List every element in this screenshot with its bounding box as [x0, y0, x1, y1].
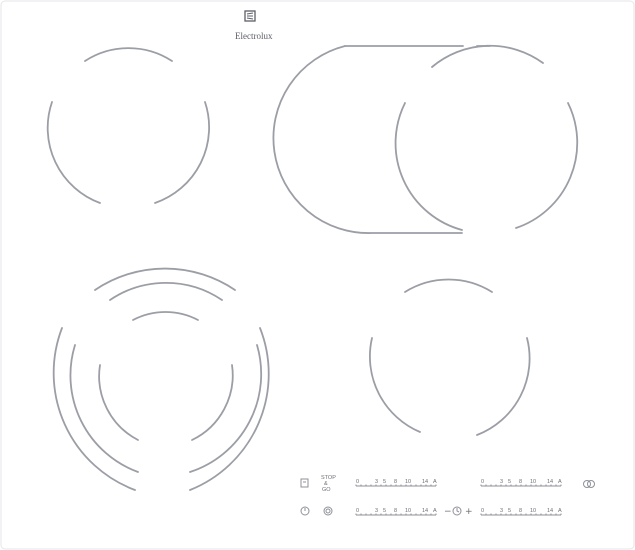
slider-scale-label: 3 [375, 479, 378, 485]
control-panel: STOP & GO 0 3 5 8 10 14 A0 3 5 8 10 14 A0 3 5 8 10 14 A0 3 5… [300, 475, 595, 517]
slider-scale-label: 10 [405, 479, 411, 485]
stop-go-label-1: STOP [321, 475, 336, 481]
stop-and-go-button[interactable]: STOP & GO [321, 475, 336, 493]
timer-controls: − + [444, 506, 473, 517]
power-button[interactable] [300, 506, 310, 516]
slider-rear-left[interactable]: 0 3 5 8 10 14 A [355, 508, 437, 516]
slider-scale-label: A [433, 508, 437, 514]
slider-front-right[interactable]: 0 3 5 8 10 14 A [480, 479, 562, 487]
slider-scale-label: 3 [375, 508, 378, 514]
stop-go-label-2: & [324, 481, 328, 487]
lock-button[interactable] [300, 478, 309, 488]
slider-rear-right[interactable]: 0 3 5 8 10 14 A [480, 508, 562, 516]
cooking-zone-rear-right-oval [272, 44, 579, 234]
slider-scale-label: 5 [508, 508, 511, 514]
slider-scale-label: 8 [394, 479, 397, 485]
slider-scale-label: 14 [547, 508, 553, 514]
slider-scale-label: 14 [422, 479, 428, 485]
power-icon [300, 506, 310, 516]
slider-scale-label: A [558, 508, 562, 514]
timer-plus-button[interactable]: + [465, 507, 473, 517]
slider-scale-label: 0 [356, 479, 359, 485]
stop-go-label-3: GO [322, 487, 331, 493]
clock-icon [452, 506, 462, 516]
slider-scale-label: 0 [481, 508, 484, 514]
slider-scale-label: 3 [500, 479, 503, 485]
timer-minus-button[interactable]: − [444, 507, 452, 517]
timer-button[interactable] [452, 506, 462, 516]
slider-scale-label: A [433, 479, 437, 485]
slider-scale-label: 3 [500, 508, 503, 514]
slider-scale-label: 10 [530, 508, 536, 514]
slider-scale-label: 8 [519, 508, 522, 514]
slider-scale-label: 14 [547, 479, 553, 485]
zone-link-icon [583, 480, 591, 488]
slider-scale-label: 10 [530, 479, 536, 485]
booster-icon [323, 506, 333, 516]
cooking-zone-rear-left [46, 47, 210, 204]
slider-scale-label: 5 [508, 479, 511, 485]
brand-logo: Electrolux [235, 10, 273, 41]
cooking-zone-front-right [369, 278, 531, 436]
slider-scale-label: 8 [394, 508, 397, 514]
slider-scale-label: 5 [383, 479, 386, 485]
booster-button[interactable] [323, 506, 333, 516]
lock-icon [300, 478, 309, 488]
power-sliders: 0 3 5 8 10 14 A0 3 5 8 10 14 A0 3 5 8 10 14 A0 3 5 8 10 14 A [355, 479, 562, 516]
brand-name: Electrolux [235, 31, 273, 41]
watermark: catalog.onliner.by [494, 520, 596, 534]
slider-scale-label: A [558, 479, 562, 485]
electrolux-logo-icon [244, 10, 256, 22]
slider-scale-label: 14 [422, 508, 428, 514]
slider-scale-label: 5 [383, 508, 386, 514]
cooking-zone-front-left-triple [52, 267, 270, 491]
slider-scale-label: 10 [405, 508, 411, 514]
slider-scale-label: 8 [519, 479, 522, 485]
oval-zone-button[interactable] [583, 480, 595, 488]
slider-scale-label: 0 [481, 479, 484, 485]
slider-front-left[interactable]: 0 3 5 8 10 14 A [355, 479, 437, 487]
slider-scale-label: 0 [356, 508, 359, 514]
